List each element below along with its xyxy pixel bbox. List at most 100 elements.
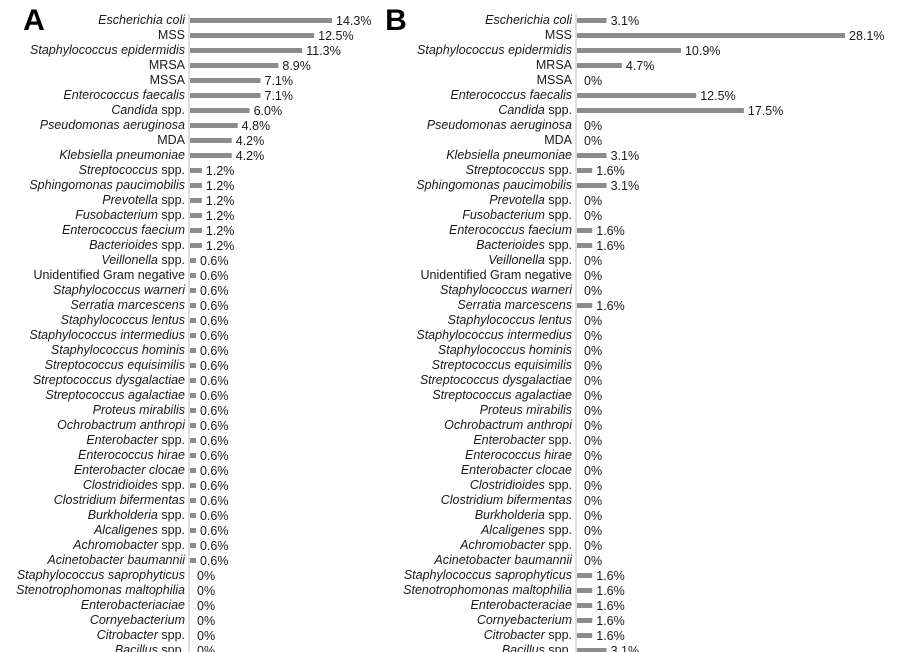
category-label: Enterococcus hirae (465, 448, 572, 462)
category-label: Staphylococcus hominis (438, 343, 572, 357)
data-label: 0.6% (200, 404, 229, 418)
data-label: 4.2% (236, 134, 265, 148)
data-label: 0% (584, 419, 602, 433)
bar (190, 183, 202, 188)
bar (190, 78, 261, 83)
bar (190, 453, 196, 458)
data-label: 0% (584, 539, 602, 553)
data-label: 0.6% (200, 284, 229, 298)
category-label: Enterobacteriaciae (81, 598, 185, 612)
data-label: 0% (584, 359, 602, 373)
bar (577, 573, 593, 578)
data-label: 0.6% (200, 329, 229, 343)
category-label: Pseudomonas aeruginosa (427, 118, 572, 132)
category-label: Acinetobacter baumannii (433, 553, 573, 567)
data-label: 0.6% (200, 254, 229, 268)
data-label: 1.6% (596, 299, 625, 313)
category-label: MDA (157, 133, 185, 147)
data-label: 0% (584, 449, 602, 463)
data-label: 1.6% (596, 584, 625, 598)
bar (577, 48, 681, 53)
bar (190, 33, 315, 38)
bar (190, 198, 202, 203)
bar (577, 108, 744, 113)
data-label: 14.3% (336, 14, 371, 28)
category-label: Enterobacteraciae (471, 598, 573, 612)
data-label: 6.0% (254, 104, 283, 118)
data-label: 0% (584, 554, 602, 568)
category-label: Bacterioides spp. (89, 238, 185, 252)
category-label: Staphylococcus intermedius (29, 328, 185, 342)
data-label: 4.8% (242, 119, 271, 133)
bar (577, 228, 593, 233)
bar (577, 618, 593, 623)
data-label: 0% (584, 524, 602, 538)
category-label: Escherichia coli (98, 13, 186, 27)
bar (577, 243, 593, 248)
category-label: Streptococcus agalactiae (45, 388, 185, 402)
category-label: Streptococcus dysgalactiae (33, 373, 185, 387)
category-label: Alcaligenes spp. (93, 523, 185, 537)
data-label: 0.6% (200, 314, 229, 328)
data-label: 0.6% (200, 344, 229, 358)
data-label: 11.3% (306, 44, 341, 58)
category-label: Enterobacter clocae (461, 463, 572, 477)
category-label: Enterobacter spp. (86, 433, 185, 447)
category-label: Prevotella spp. (102, 193, 185, 207)
data-label: 0% (197, 569, 215, 583)
panel-a: A Escherichia coli 14.3% MSS 12.5% Staphyloco… (16, 4, 371, 652)
category-label: Ochrobactrum anthropi (57, 418, 186, 432)
data-label: 1.6% (596, 224, 625, 238)
category-label: Clostridioides spp. (83, 478, 185, 492)
category-label: Streptococcus equisimilis (45, 358, 185, 372)
bar (190, 423, 196, 428)
category-label: Stenotrophomonas maltophilia (16, 583, 185, 597)
bar (577, 603, 593, 608)
category-label: Alcaligenes spp. (480, 523, 572, 537)
data-label: 0% (584, 479, 602, 493)
category-label: Citrobacter spp. (97, 628, 185, 642)
bar (190, 243, 202, 248)
bar (190, 138, 232, 143)
panel-label-b: B (385, 4, 407, 37)
category-label: Fusobacterium spp. (462, 208, 572, 222)
data-label: 0% (584, 389, 602, 403)
data-label: 0% (584, 344, 602, 358)
bar (190, 273, 196, 278)
bar (577, 648, 607, 652)
bar (190, 558, 196, 563)
data-label: 0.6% (200, 524, 229, 538)
bar (190, 213, 202, 218)
bar (190, 63, 279, 68)
category-label: Enterobacter spp. (473, 433, 572, 447)
category-label: Enterobacter clocae (74, 463, 185, 477)
category-label: Enterococcus faecium (449, 223, 572, 237)
category-label: Cornyebacterium (90, 613, 185, 627)
category-label: Proteus mirabilis (480, 403, 572, 417)
data-label: 1.6% (596, 629, 625, 643)
data-label: 0.6% (200, 449, 229, 463)
data-label: 1.2% (206, 209, 235, 223)
data-label: 0% (197, 599, 215, 613)
category-label: Streptococcus equisimilis (432, 358, 572, 372)
data-label: 0% (584, 464, 602, 478)
category-label: Enterococcus faecium (62, 223, 185, 237)
panel-label-a: A (23, 4, 45, 37)
category-label: Proteus mirabilis (93, 403, 185, 417)
data-label: 0.6% (200, 419, 229, 433)
bar (190, 228, 202, 233)
data-label: 28.1% (849, 29, 884, 43)
bar (190, 513, 196, 518)
data-label: 0.6% (200, 464, 229, 478)
data-label: 4.7% (626, 59, 655, 73)
data-label: 10.9% (685, 44, 720, 58)
bar (190, 393, 196, 398)
data-label: 0.6% (200, 479, 229, 493)
data-label: 0% (584, 404, 602, 418)
bar (190, 528, 196, 533)
category-label: Staphylococcus saprophyticus (17, 568, 185, 582)
data-label: 1.6% (596, 239, 625, 253)
data-label: 3.1% (611, 179, 640, 193)
category-label: Bacterioides spp. (476, 238, 572, 252)
